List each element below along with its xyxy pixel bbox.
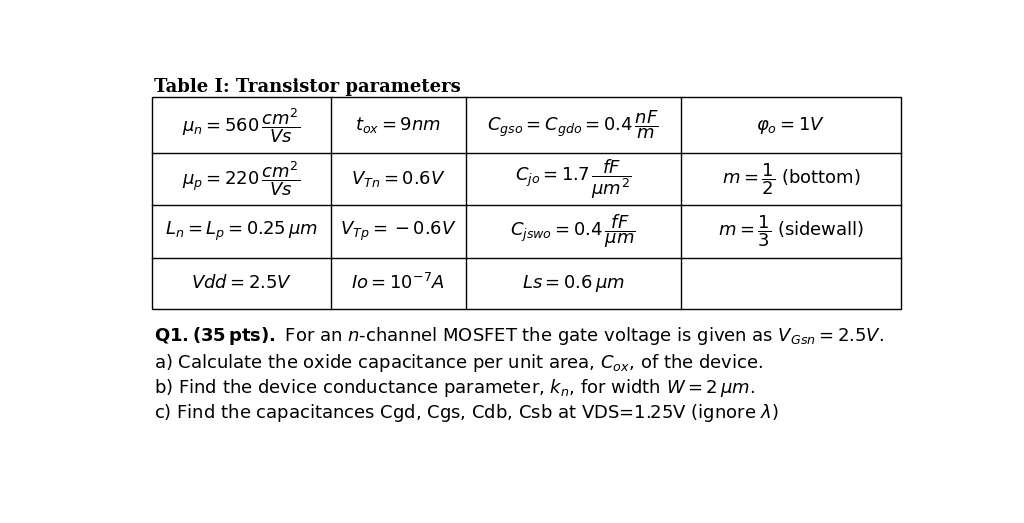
- Text: $\mu_n = 560\, \dfrac{cm^2}{Vs}$: $\mu_n = 560\, \dfrac{cm^2}{Vs}$: [182, 106, 301, 144]
- Text: $C_{jswo} = 0.4\,\dfrac{fF}{\mu m}$: $C_{jswo} = 0.4\,\dfrac{fF}{\mu m}$: [510, 212, 636, 250]
- Bar: [153, 97, 900, 309]
- Text: $V_{Tp} = -0.6V$: $V_{Tp} = -0.6V$: [340, 220, 457, 243]
- Text: $m = \dfrac{1}{3}$ (sidewall): $m = \dfrac{1}{3}$ (sidewall): [718, 213, 864, 249]
- Text: $L_n = L_p = 0.25\,\mu m$: $L_n = L_p = 0.25\,\mu m$: [165, 220, 317, 243]
- Text: $Ls=0.6\,\mu m$: $Ls=0.6\,\mu m$: [522, 273, 625, 294]
- Text: $m = \dfrac{1}{2}$ (bottom): $m = \dfrac{1}{2}$ (bottom): [722, 161, 860, 197]
- Text: $C_{jo} = 1.7\,\dfrac{fF}{\mu m^2}$: $C_{jo} = 1.7\,\dfrac{fF}{\mu m^2}$: [515, 157, 632, 201]
- Text: $\mathbf{Q1. (35\, pts).}$ For an $n$-channel MOSFET the gate voltage is given a: $\mathbf{Q1. (35\, pts).}$ For an $n$-ch…: [154, 325, 884, 347]
- Text: $C_{gso} = C_{gdo} = 0.4\,\dfrac{nF}{m}$: $C_{gso} = C_{gdo} = 0.4\,\dfrac{nF}{m}$: [487, 109, 659, 141]
- Text: $Io=10^{-7}A$: $Io=10^{-7}A$: [351, 274, 445, 293]
- Text: a) Calculate the oxide capacitance per unit area, $C_{ox}$, of the device.: a) Calculate the oxide capacitance per u…: [154, 351, 763, 373]
- Text: $V_{Tn} = 0.6V$: $V_{Tn} = 0.6V$: [351, 169, 445, 189]
- Text: $\mu_p = 220\, \dfrac{cm^2}{Vs}$: $\mu_p = 220\, \dfrac{cm^2}{Vs}$: [182, 160, 301, 198]
- Text: Table I: Transistor parameters: Table I: Transistor parameters: [154, 78, 461, 96]
- Text: c) Find the capacitances Cgd, Cgs, Cdb, Csb at VDS=1.25V (ignore $\lambda$): c) Find the capacitances Cgd, Cgs, Cdb, …: [154, 402, 778, 424]
- Text: b) Find the device conductance parameter, $k_n$, for width $W = 2\, \mu m$.: b) Find the device conductance parameter…: [154, 377, 755, 399]
- Text: $Vdd = 2.5V$: $Vdd = 2.5V$: [190, 275, 292, 292]
- Text: $\varphi_o = 1V$: $\varphi_o = 1V$: [757, 115, 825, 135]
- Text: $t_{ox} = 9nm$: $t_{ox} = 9nm$: [355, 115, 441, 135]
